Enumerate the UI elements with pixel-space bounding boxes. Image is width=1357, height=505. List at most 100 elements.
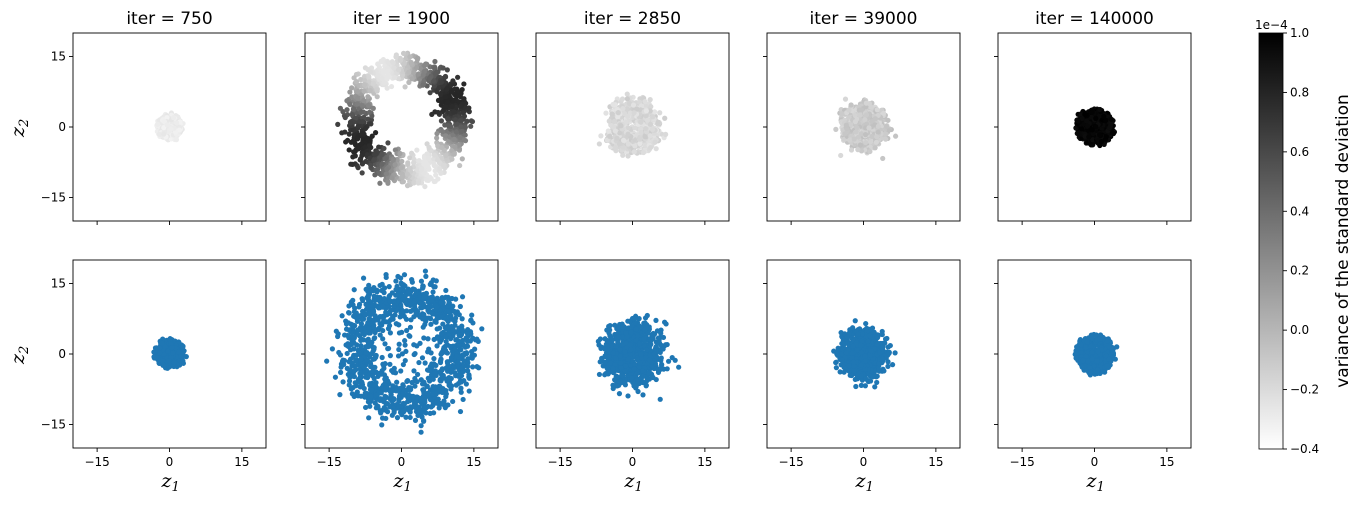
data-point [449,147,455,153]
data-point [335,121,341,127]
data-point [359,296,365,302]
data-point [872,145,878,151]
data-point [461,358,467,364]
data-point [883,123,890,129]
data-point [466,105,472,111]
data-point [161,119,168,125]
data-point [630,102,637,108]
panel-top-2: iter = 1900 [301,9,499,225]
data-point [349,85,355,91]
data-point [180,344,186,350]
data-point [438,300,444,306]
data-point [857,112,863,118]
data-point [869,133,875,140]
data-point [434,326,440,332]
data-point [402,298,408,305]
data-point [389,412,395,418]
data-point [457,117,464,124]
data-point [420,284,426,291]
data-point [363,404,369,411]
data-point [616,141,623,147]
data-point [465,368,471,374]
scatter-points [596,91,669,159]
data-point [851,136,857,142]
data-point [367,69,373,75]
data-point [652,139,658,145]
data-point [349,112,355,118]
data-point [469,312,475,318]
data-point [355,95,361,101]
data-point [450,78,456,84]
data-point [431,361,437,367]
data-point [459,326,465,333]
data-point [431,83,438,89]
data-point [348,139,354,145]
data-point [464,331,471,337]
data-point [457,408,464,415]
data-point [377,396,384,402]
data-point [620,144,626,150]
y-axis-label: z2 [7,119,32,138]
data-point [638,130,644,136]
data-point [438,91,444,98]
scatter-points [154,110,186,143]
data-point [432,284,438,290]
data-point [381,145,387,152]
data-point [351,363,357,369]
data-point [867,139,874,145]
data-point [366,299,372,305]
data-point [381,290,387,296]
data-point [382,156,388,162]
data-point [387,330,393,336]
data-point [409,61,415,67]
data-point [351,75,357,81]
data-point [880,155,886,162]
data-point [388,83,395,90]
data-point [449,89,455,95]
data-point [361,82,368,88]
data-point [431,356,437,362]
data-point [379,415,386,421]
data-point [1082,133,1088,140]
data-point [348,347,354,353]
data-point [371,152,378,158]
panel-title: iter = 39000 [810,9,918,29]
data-point [380,336,386,342]
data-point [377,180,383,186]
data-point [385,74,391,80]
data-point [457,303,463,310]
data-point [366,109,373,115]
data-point [363,286,369,292]
data-point [421,311,427,318]
data-point [603,110,609,116]
data-point [406,395,412,401]
data-point [863,100,869,106]
data-point [464,118,470,124]
data-point [370,309,377,315]
data-point [445,122,451,129]
data-point [620,137,627,143]
data-point [369,133,375,139]
data-point [892,133,899,139]
data-point [474,336,480,342]
data-point [454,93,460,99]
data-point [615,110,621,116]
data-point [1093,115,1099,121]
data-point [399,281,405,287]
data-point [379,161,385,167]
data-point [379,422,385,428]
data-point [378,390,384,396]
data-point [453,353,460,359]
data-point [354,342,360,348]
data-point [358,379,365,385]
data-point [387,353,393,359]
data-point [361,98,367,104]
data-point [1084,118,1090,124]
data-point [449,295,455,302]
data-point [364,136,370,142]
data-point [423,273,429,279]
panel-title: iter = 140000 [1035,9,1154,29]
data-point [348,120,354,126]
data-point [468,317,474,323]
data-point [431,152,438,158]
